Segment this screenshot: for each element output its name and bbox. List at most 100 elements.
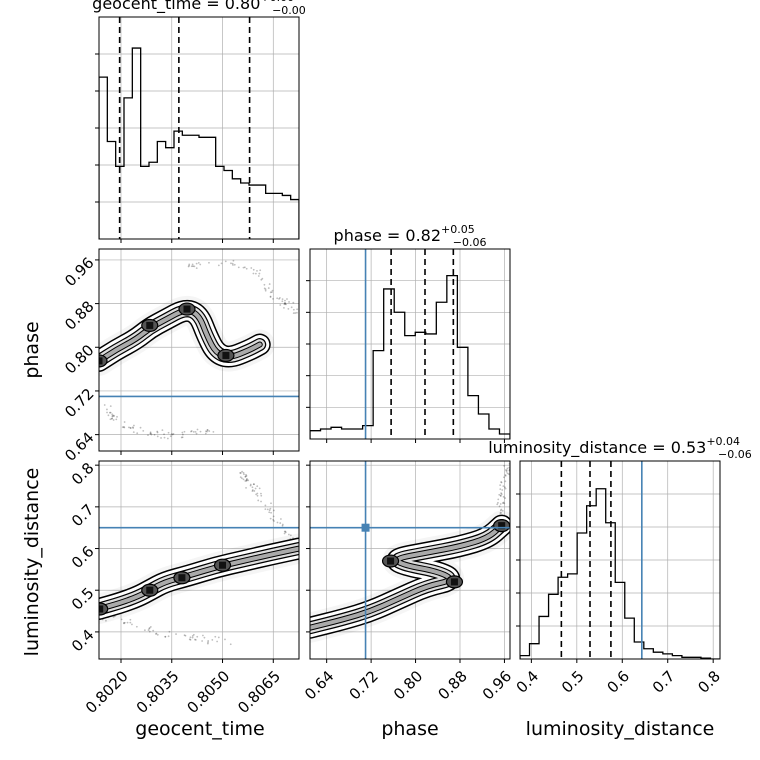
luminosity_distance-vs-geocent_time-sample-scatter_low-3-0 [201,640,204,642]
phase-vs-geocent_time-sample-scatter_low-3-3 [166,437,169,440]
luminosity_distance-vs-geocent_time-sample-scatter_low-0-3 [105,619,107,622]
luminosity_distance-vs-geocent_time-sample-scatter_up-1-8 [276,521,279,524]
luminosity_distance-vs-geocent_time-sample-scatter_up-3-1 [251,490,254,492]
luminosity_distance-vs-phase-sample-scatter_up-1-9 [500,511,502,514]
phase-vs-geocent_time-sample-scatter_low-0-2 [109,405,112,408]
phase-vs-geocent_time-sample-scatter_low-1-13 [112,419,115,421]
luminosity_distance-vs-geocent_time-sample-scatter_up-4-7 [239,472,242,474]
phase-vs-geocent_time-sample-scatter_low-2-9 [150,433,153,436]
phase-histogram-plot-area [310,249,510,439]
luminosity_distance-vs-geocent_time-sample-scatter_low-3-12 [224,638,226,641]
luminosity_distance-vs-geocent_time-sample-scatter_low-0-10 [129,618,132,621]
luminosity_distance-vs-geocent_time-sample-scatter_low-1-8 [131,623,133,626]
luminosity_distance-vs-geocent_time-sample-scatter_up-3-13 [244,480,247,482]
luminosity_distance-vs-geocent_time-sample-scatter_up-1-7 [273,520,275,522]
phase-vs-geocent_time-sample-scatter_low-1-9 [121,426,124,429]
phase-vs-geocent_time-sample-scatter_low-4-1 [199,430,202,433]
luminosity_distance-vs-geocent_time-sample-scatter_low-3-2 [192,633,195,636]
luminosity_distance-vs-phase-sample-scatter_up-2-12 [500,481,503,484]
luminosity_distance-vs-phase-sample-scatter_up-2-5 [499,484,502,487]
phase-vs-geocent_time-sample-scatter_arc-4-2 [284,301,286,304]
luminosity_distance-vs-phase-sample-scatter_up-1-13 [502,501,505,504]
phase-vs-geocent_time-sample-scatter_low-1-10 [129,427,132,429]
phase-vs-geocent_time-sample-scatter_low-4-5 [206,429,209,431]
geocent_time-histogram-title-value: 0.80 [225,0,261,13]
xaxis-title-geocent_time: geocent_time [135,718,264,740]
luminosity_distance-histogram-xlabel-4: 0.8 [694,667,724,697]
phase-vs-geocent_time-sample-scatter_low-4-3 [204,432,207,435]
luminosity_distance-vs-geocent_time-ylabel-2: 0.6 [68,542,98,572]
luminosity_distance-vs-geocent_time-sample-scatter_up-4-0 [245,479,248,482]
luminosity_distance-histogram-title-param: luminosity_distance [488,438,647,458]
phase-histogram-title-plus: +0.05 [441,223,475,236]
phase-vs-geocent_time-sample-scatter_arc-3-12 [283,303,286,306]
luminosity_distance-vs-geocent_time-sample-scatter_low-3-4 [217,636,220,639]
phase-vs-geocent_time-sample-scatter_low-2-0 [161,429,164,432]
phase-vs-geocent_time-sample-scatter_arc-2-2 [258,272,261,275]
phase-vs-geocent_time-sample-scatter_arc-1-9 [252,268,255,271]
luminosity_distance-histogram-title-minus: −0.06 [718,448,752,461]
luminosity_distance-vs-geocent_time-peak-core-3 [219,561,227,569]
phase-vs-geocent_time-sample-scatter_arc-2-1 [263,287,266,290]
luminosity_distance-vs-geocent_time-xlabel-3: 0.8065 [234,667,284,717]
phase-vs-geocent_time-sample-scatter_arc-1-11 [232,259,235,262]
luminosity_distance-vs-phase-sample-scatter_up-3-3 [503,476,505,479]
phase-vs-geocent_time-sample-scatter_arc-1-8 [237,266,240,269]
luminosity_distance-vs-geocent_time-sample-scatter_low-2-8 [184,634,187,637]
luminosity_distance-vs-geocent_time-sample-scatter_up-2-0 [268,509,271,512]
luminosity_distance-vs-geocent_time-contour-inner-fill [99,546,299,611]
luminosity_distance-vs-geocent_time-sample-scatter_up-2-11 [264,508,267,511]
phase-vs-geocent_time-sample-scatter_arc-3-7 [269,295,272,298]
luminosity_distance-histogram-xlabel-1: 0.5 [558,667,588,697]
phase-vs-geocent_time-sample-scatter_low-3-2 [160,437,162,439]
phase-vs-geocent_time-sample-scatter_arc-4-0 [290,306,293,309]
luminosity_distance-vs-geocent_time-sample-scatter_up-3-10 [242,478,245,481]
luminosity_distance-vs-geocent_time-sample-scatter_up-4-9 [242,471,245,474]
luminosity_distance-vs-geocent_time-sample-scatter_up-3-6 [251,486,254,489]
phase-vs-geocent_time-sample-scatter_arc-0-3 [187,265,190,268]
phase-vs-geocent_time-sample-scatter_arc-4-12 [296,308,299,311]
luminosity_distance-vs-phase-sample-scatter_up-3-11 [505,470,508,473]
phase-vs-geocent_time-sample-scatter_low-1-8 [116,415,118,418]
luminosity_distance-vs-geocent_time-sample-scatter_low-2-3 [175,633,177,635]
luminosity_distance-vs-phase-sample-scatter_up-1-8 [502,502,504,504]
luminosity_distance-vs-geocent_time-sample-scatter_low-3-11 [211,639,214,641]
luminosity_distance-vs-geocent_time-sample-scatter_up-3-7 [251,489,254,491]
luminosity_distance-vs-phase-xlabel-0: 0.64 [301,667,337,703]
luminosity_distance-vs-geocent_time-sample-scatter_up-2-3 [270,502,272,505]
luminosity_distance-vs-phase-sample-scatter_up-3-7 [507,473,510,476]
phase-vs-geocent_time-sample-scatter_low-2-10 [149,431,152,434]
luminosity_distance-vs-geocent_time-sample-scatter_up-3-4 [254,487,257,490]
phase-vs-geocent_time-sample-scatter_arc-2-3 [257,275,260,277]
luminosity_distance-vs-geocent_time-sample-scatter_low-0-4 [120,618,123,621]
phase-vs-geocent_time-sample-scatter_low-1-11 [128,426,130,429]
luminosity_distance-vs-geocent_time-sample-scatter_up-1-1 [284,531,287,534]
luminosity_distance-vs-geocent_time-sample-scatter_low-3-10 [203,636,206,639]
geocent_time-histogram-histogram-step [99,47,299,239]
phase-vs-geocent_time-sample-scatter_low-1-7 [113,415,115,417]
phase-vs-geocent_time-sample-scatter_low-4-4 [194,431,197,433]
luminosity_distance-vs-geocent_time-sample-scatter_up-2-10 [256,494,259,497]
phase-vs-geocent_time-sample-scatter_low-3-7 [181,436,184,439]
phase-vs-geocent_time-sample-scatter_low-4-9 [192,430,195,433]
phase-vs-geocent_time-sample-scatter_low-4-8 [190,430,192,433]
phase-vs-geocent_time-sample-scatter_low-4-7 [206,429,209,431]
xaxis-title-luminosity_distance: luminosity_distance [526,718,715,740]
phase-vs-geocent_time-sample-scatter_low-3-5 [180,436,183,439]
phase-vs-geocent_time-sample-scatter_arc-0-5 [208,261,210,264]
phase-vs-geocent_time-sample-scatter_arc-0-4 [190,265,193,268]
luminosity_distance-vs-geocent_time-sample-scatter_up-1-4 [281,523,284,526]
luminosity_distance-vs-geocent_time-sample-scatter_up-0-11 [283,532,286,535]
luminosity_distance-vs-geocent_time-peak-core-1 [146,586,154,594]
luminosity_distance-vs-geocent_time-sample-scatter_low-3-1 [207,641,209,644]
phase-vs-geocent_time-sample-scatter_arc-4-5 [287,307,290,310]
phase-vs-geocent_time-sample-scatter_low-1-3 [123,426,126,429]
luminosity_distance-vs-phase-sample-scatter_up-1-3 [498,505,501,508]
luminosity_distance-vs-phase-xlabel-3: 0.88 [434,667,470,703]
luminosity_distance-vs-phase-sample-scatter_up-1-7 [499,495,502,497]
luminosity_distance-vs-geocent_time-sample-scatter_up-2-9 [260,494,263,497]
axis-titles: geocent_time phase luminosity_distancephas… [21,321,714,740]
luminosity_distance-vs-phase-peak-core-1 [450,578,458,586]
phase-vs-geocent_time-sample-scatter_arc-4-11 [295,311,298,314]
luminosity_distance-vs-geocent_time-sample-scatter_up-1-10 [272,509,275,512]
